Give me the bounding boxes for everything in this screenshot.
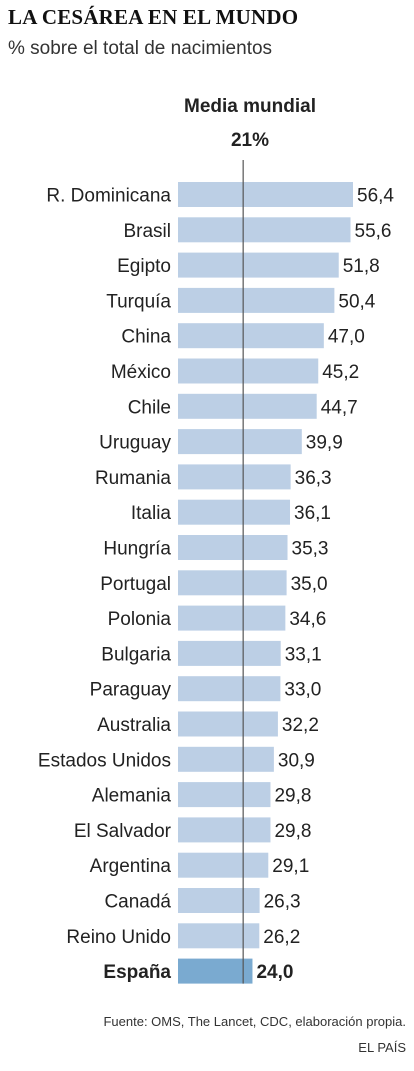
- category-label: Brasil: [123, 221, 171, 242]
- bar: [178, 464, 291, 490]
- category-label: Chile: [128, 397, 171, 418]
- bar: [178, 252, 339, 278]
- value-label: 50,4: [338, 291, 375, 312]
- bar: [178, 217, 351, 243]
- source-note: Fuente: OMS, The Lancet, CDC, elaboració…: [103, 1014, 406, 1029]
- bar: [178, 888, 260, 913]
- bar: [178, 535, 288, 560]
- bar: [178, 640, 281, 666]
- bar: [178, 782, 271, 808]
- category-label: Alemania: [92, 786, 172, 807]
- bar: [178, 287, 335, 313]
- value-label: 29,8: [274, 786, 311, 807]
- bar: [178, 358, 319, 384]
- category-label: El Salvador: [74, 821, 172, 842]
- reference-label: Media mundial: [184, 96, 316, 117]
- value-label: 29,8: [274, 821, 311, 842]
- bar: [178, 711, 278, 737]
- bar: [178, 499, 291, 525]
- category-label: Reino Unido: [66, 927, 171, 948]
- bar: [178, 923, 260, 949]
- category-label: Australia: [97, 715, 171, 736]
- bar: [178, 429, 302, 455]
- category-label: España: [103, 962, 171, 983]
- bar: [178, 852, 269, 878]
- bar: [178, 605, 286, 631]
- category-label: Argentina: [90, 856, 172, 877]
- value-label: 55,6: [355, 221, 392, 242]
- bar: [178, 676, 281, 702]
- value-label: 36,3: [295, 468, 332, 489]
- reference-value: 21%: [230, 130, 270, 151]
- category-label: Polonia: [108, 609, 172, 630]
- value-label: 45,2: [322, 362, 359, 383]
- category-label: R. Dominicana: [46, 186, 171, 207]
- category-label: Italia: [131, 503, 172, 524]
- bar: [178, 746, 274, 772]
- value-label: 35,0: [291, 574, 328, 595]
- category-label: Turquía: [106, 291, 171, 312]
- value-label: 26,3: [264, 892, 301, 913]
- value-label: 36,1: [294, 503, 331, 524]
- value-label: 56,4: [357, 186, 394, 207]
- category-label: Paraguay: [90, 680, 172, 701]
- chart-subtitle: % sobre el total de nacimientos: [8, 38, 273, 59]
- category-label: Rumania: [95, 468, 171, 489]
- value-label: 24,0: [256, 962, 293, 983]
- category-label: Estados Unidos: [38, 750, 171, 771]
- bar: [178, 323, 324, 349]
- category-label: Bulgaria: [101, 644, 171, 665]
- category-label: Hungría: [103, 539, 171, 560]
- value-label: 32,2: [282, 715, 319, 736]
- category-label: Canadá: [104, 892, 171, 913]
- category-label: México: [111, 362, 171, 383]
- category-label: Egipto: [117, 256, 171, 277]
- value-label: 47,0: [328, 327, 365, 348]
- category-label: Portugal: [100, 574, 171, 595]
- publisher-credit: EL PAÍS: [358, 1040, 406, 1055]
- value-label: 44,7: [321, 397, 358, 418]
- value-label: 51,8: [343, 256, 380, 277]
- bar-chart: R. Dominicana 56,4 Brasil 55,6 Egipto 51,8 Tur…: [38, 160, 394, 984]
- value-label: 33,0: [284, 680, 321, 701]
- category-label: China: [121, 327, 171, 348]
- bar: [178, 958, 253, 984]
- value-label: 39,9: [306, 433, 343, 454]
- value-label: 33,1: [285, 644, 322, 665]
- bar: [178, 393, 317, 419]
- bar: [178, 570, 287, 596]
- value-label: 34,6: [289, 609, 326, 630]
- value-label: 29,1: [272, 856, 309, 877]
- bar: [178, 817, 271, 843]
- value-label: 26,2: [263, 927, 300, 948]
- value-label: 35,3: [292, 539, 329, 560]
- chart-title: LA CESÁREA EN EL MUNDO: [8, 5, 299, 29]
- value-label: 30,9: [278, 750, 315, 771]
- category-label: Uruguay: [99, 433, 171, 454]
- bar: [178, 182, 353, 207]
